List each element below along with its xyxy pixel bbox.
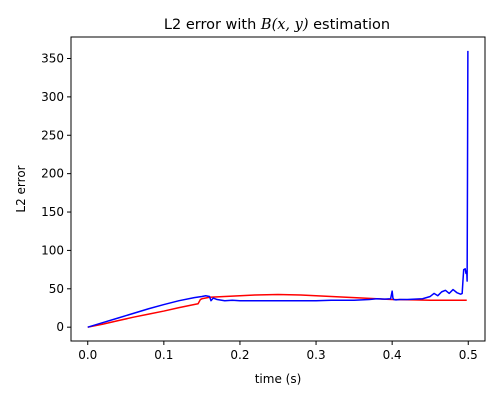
x-tick-label: 0.2 — [230, 348, 249, 362]
x-axis-label: time (s) — [255, 372, 302, 386]
x-tick-label: 0.0 — [78, 348, 97, 362]
chart-title: L2 error with B(x, y) estimation — [164, 17, 390, 33]
chart-title-suffix: estimation — [308, 17, 390, 33]
x-tick-label: 0.1 — [154, 348, 173, 362]
y-tick-label: 100 — [41, 243, 64, 257]
y-tick-label: 250 — [41, 128, 64, 142]
series-line-2 — [87, 50, 469, 328]
axis-ticks: 0.0 0.1 0.2 0.3 0.4 0.5 0 50 100 150 200 250 300 350 — [41, 51, 478, 362]
plot-lines — [87, 50, 469, 328]
y-tick-label: 50 — [49, 282, 64, 296]
chart-title-math: B(x, y) — [260, 17, 309, 33]
x-tick-label: 0.4 — [383, 348, 402, 362]
y-tick-label: 350 — [41, 51, 64, 65]
series-line-1 — [87, 293, 467, 328]
y-tick-label: 300 — [41, 90, 64, 104]
x-tick-label: 0.3 — [307, 348, 326, 362]
x-tick-label: 0.5 — [459, 348, 478, 362]
y-axis-label: L2 error — [14, 165, 28, 212]
y-tick-label: 150 — [41, 205, 64, 219]
plot-frame — [70, 36, 486, 342]
y-tick-label: 200 — [41, 167, 64, 181]
chart-title-prefix: L2 error with — [164, 17, 261, 33]
y-tick-label: 0 — [56, 320, 64, 334]
